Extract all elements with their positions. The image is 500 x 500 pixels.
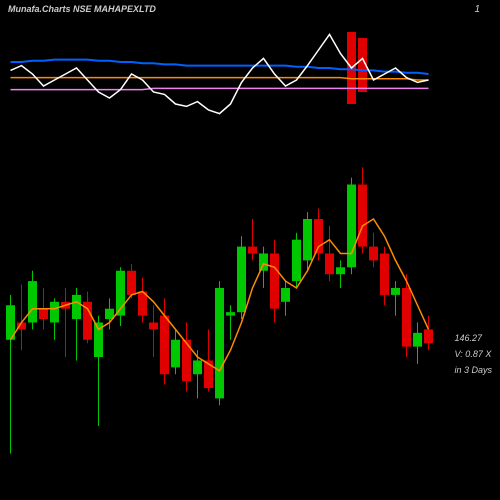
- volume-value: V: 0.87 X: [454, 346, 492, 362]
- days-value: in 3 Days: [454, 362, 492, 378]
- price-chart: [0, 145, 500, 500]
- price-value: 146.27: [454, 330, 492, 346]
- info-box: 146.27 V: 0.87 X in 3 Days: [454, 330, 492, 379]
- indicator-panel: [0, 20, 500, 140]
- chart-title: Munafa.Charts NSE MAHAPEXLTD: [8, 4, 156, 14]
- timeframe-label: 1: [474, 4, 480, 15]
